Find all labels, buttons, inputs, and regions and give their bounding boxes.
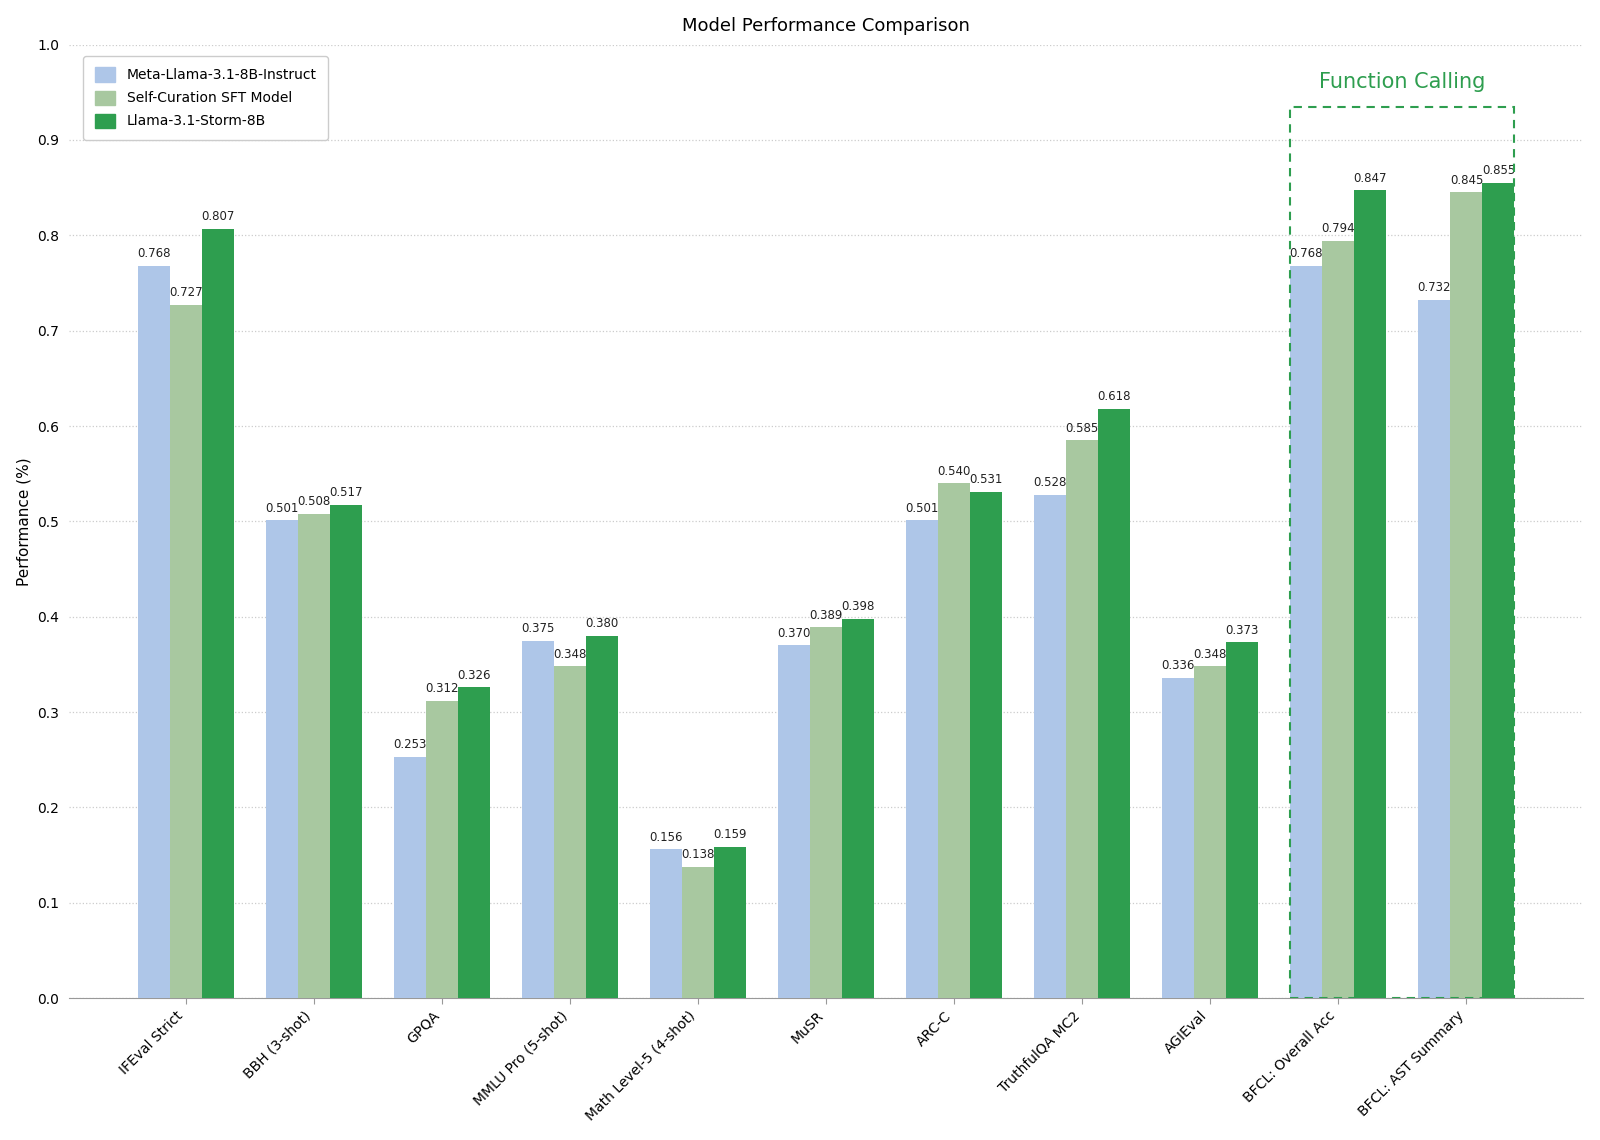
Text: 0.768: 0.768 <box>1290 247 1323 260</box>
Text: 0.312: 0.312 <box>426 682 459 695</box>
Bar <box>1419 300 1451 999</box>
Text: 0.348: 0.348 <box>554 648 587 660</box>
Text: 0.501: 0.501 <box>266 502 299 514</box>
Bar <box>1355 190 1387 999</box>
Bar <box>714 847 746 999</box>
Text: 0.540: 0.540 <box>938 464 971 478</box>
Bar <box>458 687 490 999</box>
Bar <box>970 491 1002 999</box>
Bar <box>1483 182 1515 999</box>
Text: 0.326: 0.326 <box>458 668 491 682</box>
Bar <box>810 627 842 999</box>
Legend: Meta-Llama-3.1-8B-Instruct, Self-Curation SFT Model, Llama-3.1-Storm-8B: Meta-Llama-3.1-8B-Instruct, Self-Curatio… <box>83 56 328 139</box>
Bar <box>522 641 554 999</box>
Bar <box>778 645 810 999</box>
Bar <box>330 505 362 999</box>
Text: 0.807: 0.807 <box>202 210 235 223</box>
Text: 0.138: 0.138 <box>682 848 715 861</box>
Text: 0.156: 0.156 <box>650 831 683 844</box>
Text: 0.508: 0.508 <box>298 495 331 508</box>
Text: 0.531: 0.531 <box>970 473 1003 486</box>
Bar <box>938 483 970 999</box>
Bar <box>1098 409 1130 999</box>
Text: 0.373: 0.373 <box>1226 624 1259 637</box>
Bar <box>554 666 586 999</box>
Text: 0.727: 0.727 <box>170 286 203 299</box>
Text: 0.253: 0.253 <box>394 739 427 751</box>
Bar <box>1066 440 1098 999</box>
Bar <box>682 866 714 999</box>
Bar <box>394 757 426 999</box>
Text: 0.348: 0.348 <box>1194 648 1227 660</box>
Text: 0.159: 0.159 <box>714 828 747 841</box>
Text: 0.845: 0.845 <box>1450 173 1483 187</box>
Text: 0.732: 0.732 <box>1418 282 1451 294</box>
Text: 0.794: 0.794 <box>1322 222 1355 235</box>
Bar <box>426 701 458 999</box>
Bar <box>1451 193 1483 999</box>
Text: 0.398: 0.398 <box>842 600 875 613</box>
Bar <box>202 229 234 999</box>
Text: 0.618: 0.618 <box>1098 390 1131 404</box>
Text: 0.517: 0.517 <box>330 487 363 499</box>
Y-axis label: Performance (%): Performance (%) <box>16 457 32 586</box>
Text: 0.375: 0.375 <box>522 621 555 635</box>
Text: 0.585: 0.585 <box>1066 422 1099 434</box>
Text: 0.501: 0.501 <box>906 502 939 514</box>
Text: 0.847: 0.847 <box>1354 172 1387 185</box>
Bar <box>1194 666 1226 999</box>
Bar <box>1034 495 1066 999</box>
Bar <box>1322 241 1355 999</box>
Bar <box>842 619 874 999</box>
Bar <box>170 304 202 999</box>
Text: 0.336: 0.336 <box>1162 659 1195 673</box>
Bar <box>1162 678 1194 999</box>
Bar <box>586 636 618 999</box>
Text: 0.380: 0.380 <box>586 617 619 630</box>
Bar <box>1226 643 1258 999</box>
Text: 0.389: 0.389 <box>810 609 843 621</box>
Text: 0.855: 0.855 <box>1482 164 1515 177</box>
Bar <box>266 521 298 999</box>
Text: Function Calling: Function Calling <box>1320 72 1486 92</box>
Bar <box>298 514 330 999</box>
Text: 0.768: 0.768 <box>138 247 171 260</box>
Title: Model Performance Comparison: Model Performance Comparison <box>682 17 970 34</box>
Bar <box>650 849 682 999</box>
Bar <box>1290 266 1322 999</box>
Text: 0.370: 0.370 <box>778 627 811 640</box>
Bar <box>138 266 170 999</box>
Text: 0.528: 0.528 <box>1034 475 1067 489</box>
Bar <box>906 521 938 999</box>
